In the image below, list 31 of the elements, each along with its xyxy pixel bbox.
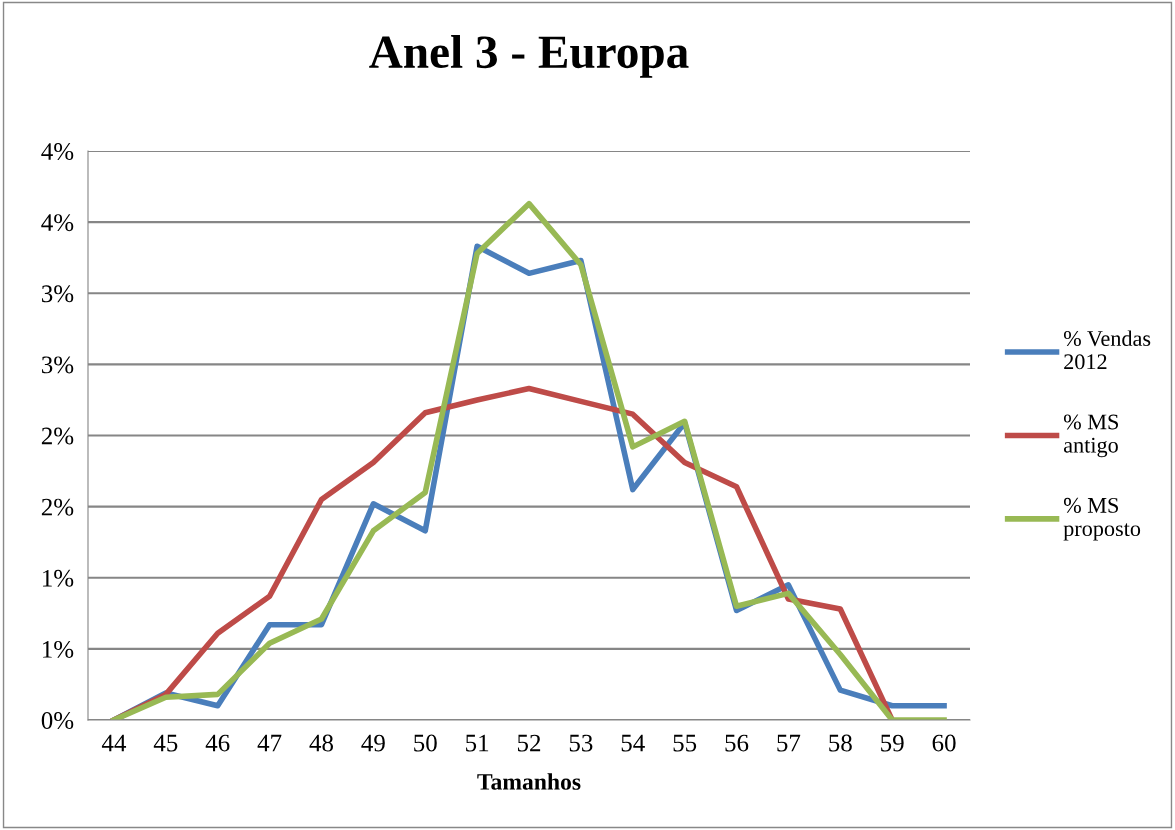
x-axis-title: Tamanhos xyxy=(477,773,581,790)
chart-title: Anel 3 - Europa xyxy=(369,34,689,78)
legend-label: % MS proposto xyxy=(1063,497,1141,541)
x-tick-label: 53 xyxy=(569,734,593,752)
y-tick-label: 1% xyxy=(42,569,74,587)
x-tick-label: 57 xyxy=(777,734,801,752)
y-tick-label: 2% xyxy=(41,498,74,516)
x-tick-label: 55 xyxy=(673,734,697,752)
x-tick-label: 47 xyxy=(257,734,282,752)
x-tick-label: 49 xyxy=(361,734,385,752)
x-tick-label: 56 xyxy=(725,734,749,752)
x-tick-label: 60 xyxy=(932,734,956,752)
x-tick-label: 48 xyxy=(309,734,334,752)
x-tick-label: 52 xyxy=(517,734,541,752)
y-tick-label: 4% xyxy=(41,214,74,232)
legend-label: % Vendas 2012 xyxy=(1063,330,1151,370)
x-tick-label: 51 xyxy=(466,734,489,752)
y-tick-label: 2% xyxy=(41,427,74,445)
y-tick-label: 3% xyxy=(41,356,74,374)
x-tick-label: 58 xyxy=(829,734,852,752)
x-tick-label: 50 xyxy=(414,734,437,752)
x-tick-label: 46 xyxy=(205,734,230,752)
y-tick-label: 4% xyxy=(41,143,74,160)
x-tick-label: 59 xyxy=(881,734,904,752)
legend-label: % MS antigo xyxy=(1063,414,1118,458)
y-tick-label: 3% xyxy=(41,285,74,303)
y-tick-label: 1% xyxy=(42,640,74,658)
x-tick-label: 54 xyxy=(621,734,645,752)
x-tick-label: 45 xyxy=(153,734,178,752)
y-tick-label: 0% xyxy=(41,712,74,729)
x-tick-label: 44 xyxy=(101,734,127,752)
